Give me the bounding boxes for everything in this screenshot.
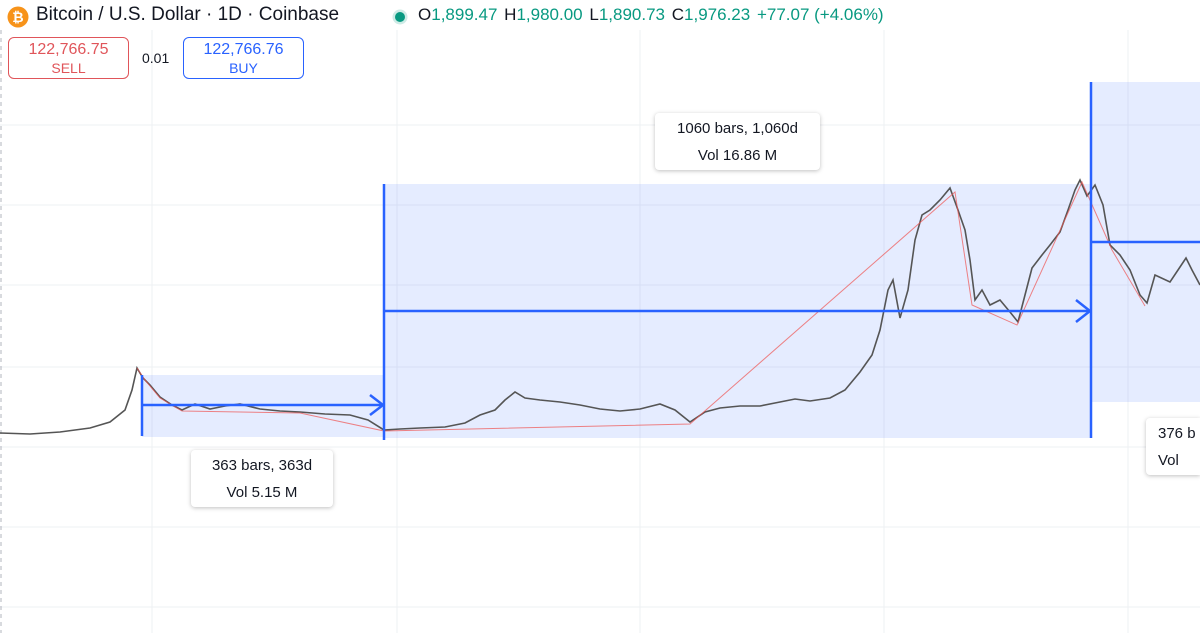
ohlc-label: C — [671, 5, 685, 24]
ohlc: O1,899.47 H1,980.00 L1,890.73 C1,976.23 … — [418, 5, 884, 25]
ohlc-label: O — [418, 5, 432, 24]
ohlc-value: 1,976.23 — [684, 5, 751, 24]
buy-button[interactable]: 122,766.76 BUY — [183, 37, 304, 79]
measure-label: 376 b Vol — [1146, 418, 1200, 475]
sell-price: 122,766.75 — [28, 41, 109, 58]
sell-label: SELL — [51, 60, 86, 76]
market-status — [392, 9, 408, 25]
ohlc-value: 1,890.73 — [598, 5, 666, 24]
measure-volume: Vol — [1158, 452, 1179, 469]
svg-text:₿: ₿ — [12, 10, 23, 26]
price-change: +77.07 (+4.06%) — [756, 5, 884, 24]
measure-lines — [140, 82, 1200, 440]
sell-button[interactable]: 122,766.75 SELL — [8, 37, 129, 79]
measure-bars: 1060 bars, 1,060d — [677, 120, 798, 137]
ohlc-value: 1,980.00 — [516, 5, 583, 24]
measure-label: 1060 bars, 1,060d Vol 16.86 M — [655, 113, 820, 170]
buy-price: 122,766.76 — [203, 41, 284, 58]
measure-bars: 376 b — [1158, 425, 1196, 442]
ohlc-label: L — [589, 5, 599, 24]
grid — [0, 30, 1200, 633]
ohlc-value: 1,899.47 — [431, 5, 498, 24]
measure-bars: 363 bars, 363d — [211, 457, 313, 474]
spread: 0.01 — [142, 50, 170, 66]
buy-label: BUY — [229, 60, 258, 76]
measure-label: 363 bars, 363d Vol 5.15 M — [191, 450, 333, 507]
measure-volume: Vol 16.86 M — [697, 147, 778, 164]
measure-volume: Vol 5.15 M — [226, 484, 298, 501]
symbol-title: Bitcoin / U.S. Dollar · 1D · Coinbase — [36, 4, 340, 25]
price-series-down — [136, 180, 1146, 432]
ohlc-label: H — [504, 5, 517, 24]
bitcoin-icon: ₿ — [7, 6, 29, 28]
